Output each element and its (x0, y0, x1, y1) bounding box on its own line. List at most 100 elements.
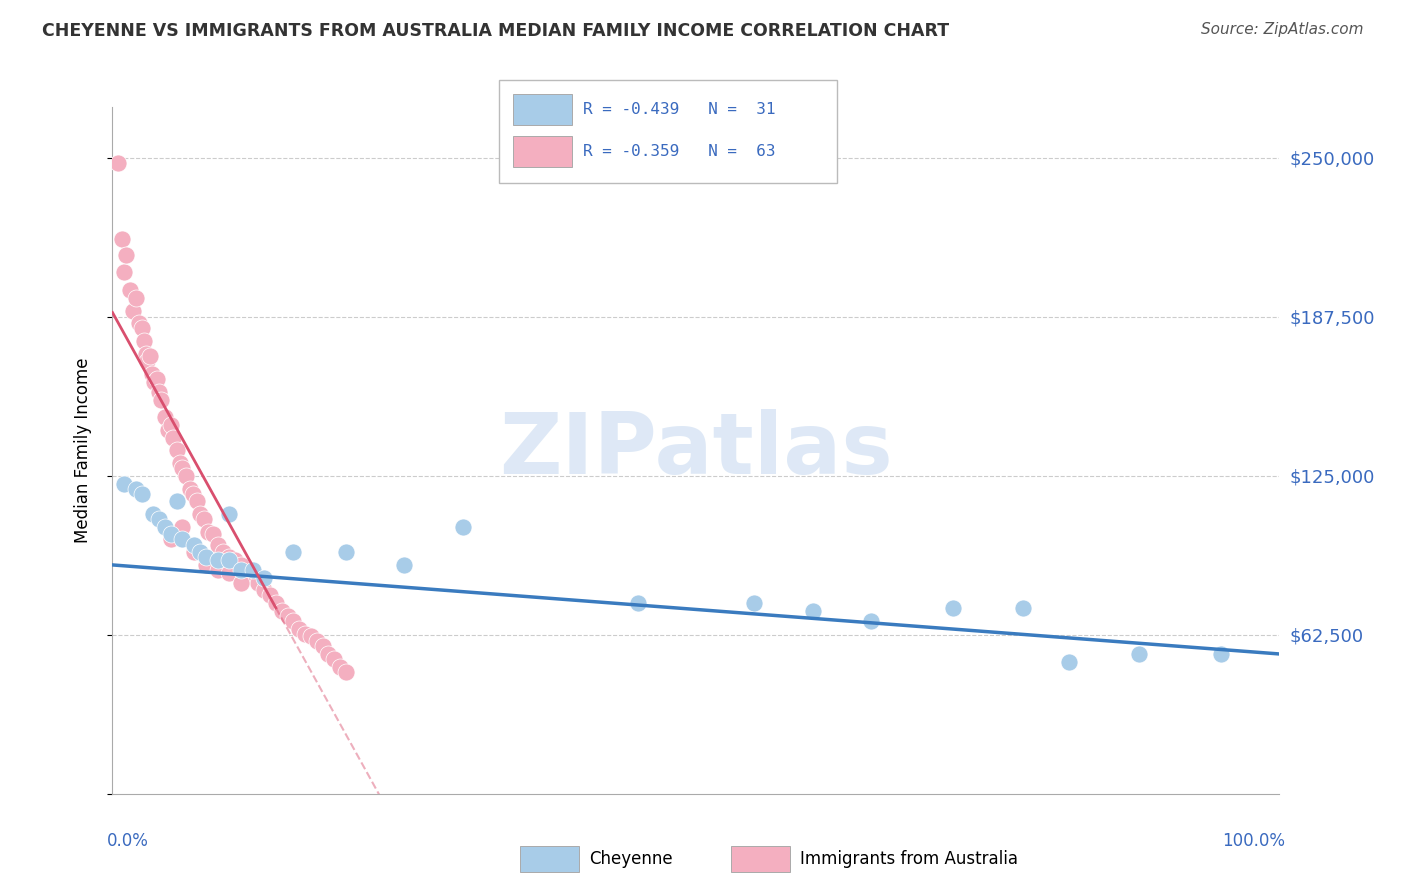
Point (224, 553, 246, 567)
Point (153, 520, 176, 534)
Point (270, 604, 292, 618)
Point (392, 558, 416, 572)
Y-axis label: Median Family Income: Median Family Income (73, 358, 91, 543)
Point (247, 575, 270, 590)
Point (128, 316, 150, 330)
Point (150, 392, 173, 407)
Point (169, 456, 191, 470)
Point (118, 283, 141, 297)
Point (218, 507, 240, 521)
Point (229, 558, 252, 572)
Point (197, 524, 219, 539)
Point (183, 545, 205, 559)
Point (859, 614, 883, 628)
Point (162, 431, 184, 445)
Point (218, 550, 240, 565)
Point (1209, 647, 1232, 661)
Point (323, 652, 346, 666)
Point (229, 575, 252, 590)
Point (253, 571, 276, 585)
Point (157, 423, 180, 437)
Point (1011, 601, 1033, 615)
Point (311, 640, 333, 654)
Point (335, 545, 357, 559)
Point (131, 321, 153, 335)
Point (136, 354, 159, 368)
Point (141, 367, 163, 381)
Point (276, 608, 298, 623)
Point (329, 659, 352, 673)
Text: 100.0%: 100.0% (1222, 831, 1285, 850)
Point (188, 507, 211, 521)
Point (111, 232, 134, 246)
Point (218, 566, 240, 580)
Text: ZIPatlas: ZIPatlas (499, 409, 893, 492)
Point (942, 601, 965, 615)
Point (305, 634, 328, 648)
Point (299, 629, 322, 643)
Point (112, 265, 135, 279)
Point (148, 384, 170, 399)
Point (179, 482, 201, 496)
Text: Cheyenne: Cheyenne (589, 850, 672, 868)
Point (201, 527, 224, 541)
Point (153, 410, 176, 425)
Point (194, 558, 217, 572)
Point (283, 545, 305, 559)
Point (115, 247, 138, 261)
Point (172, 533, 194, 547)
Text: Source: ZipAtlas.com: Source: ZipAtlas.com (1201, 22, 1364, 37)
Point (218, 553, 240, 567)
Point (264, 596, 287, 610)
Point (207, 563, 229, 577)
Point (451, 520, 474, 534)
Point (242, 571, 264, 585)
Point (186, 494, 208, 508)
Point (229, 563, 252, 577)
Point (194, 550, 217, 565)
Point (172, 461, 194, 475)
Point (183, 538, 205, 552)
Point (122, 303, 145, 318)
Text: 0.0%: 0.0% (107, 831, 149, 850)
Point (742, 596, 765, 610)
Point (259, 589, 281, 603)
Point (283, 614, 305, 628)
Point (160, 533, 183, 547)
Text: Immigrants from Australia: Immigrants from Australia (800, 850, 1018, 868)
Point (1128, 647, 1150, 661)
Point (193, 512, 215, 526)
Point (125, 482, 148, 496)
Point (242, 563, 264, 577)
Point (143, 375, 166, 389)
Point (174, 469, 197, 483)
Point (166, 443, 188, 458)
Point (125, 291, 148, 305)
Point (172, 520, 194, 534)
Point (1059, 655, 1081, 669)
Point (207, 553, 229, 567)
Text: R = -0.439   N =  31: R = -0.439 N = 31 (583, 103, 776, 117)
Point (107, 156, 129, 170)
Point (142, 507, 165, 521)
Point (132, 334, 155, 348)
Point (288, 622, 311, 636)
Point (627, 596, 650, 610)
Point (148, 512, 170, 526)
Point (166, 494, 188, 508)
Point (188, 545, 211, 559)
Point (135, 347, 157, 361)
Text: CHEYENNE VS IMMIGRANTS FROM AUSTRALIA MEDIAN FAMILY INCOME CORRELATION CHART: CHEYENNE VS IMMIGRANTS FROM AUSTRALIA ME… (42, 22, 949, 40)
Point (801, 604, 824, 618)
Point (112, 476, 135, 491)
Point (146, 372, 169, 386)
Point (207, 538, 229, 552)
Point (235, 566, 257, 580)
Point (335, 665, 357, 679)
Point (318, 647, 340, 661)
Point (131, 486, 153, 500)
Point (160, 417, 183, 432)
Text: R = -0.359   N =  63: R = -0.359 N = 63 (583, 145, 776, 159)
Point (139, 349, 162, 363)
Point (181, 486, 204, 500)
